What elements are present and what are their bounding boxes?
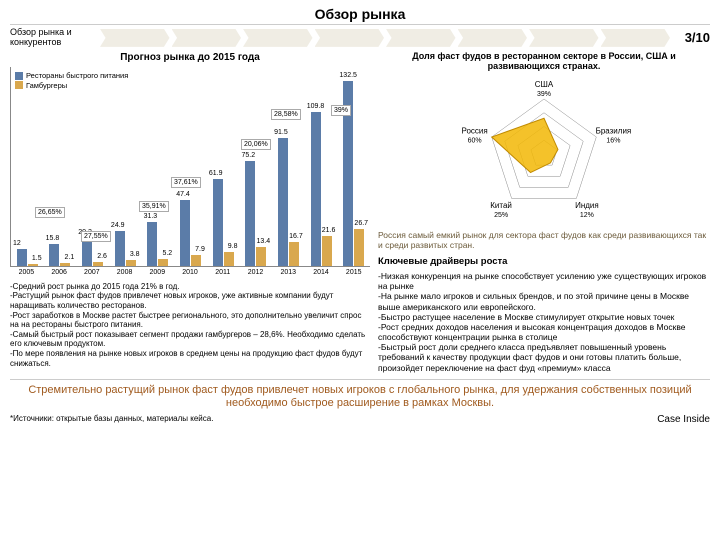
svg-text:12%: 12%	[580, 212, 594, 219]
conclusion: Стремительно растущий рынок фаст фудов п…	[10, 379, 710, 410]
drivers-list: -Низкая конкуренция на рынке способствуе…	[378, 271, 710, 373]
breadcrumb-chevrons	[100, 29, 670, 47]
radar-title: Доля фаст фудов в ресторанном секторе в …	[378, 52, 710, 72]
subtitle-row: Обзор рынка и конкурентов 3/10	[10, 28, 710, 48]
svg-text:60%: 60%	[468, 137, 482, 144]
page-number: 3/10	[670, 30, 710, 45]
page-title: Обзор рынка	[10, 6, 710, 25]
svg-text:Индия: Индия	[575, 201, 599, 210]
svg-text:25%: 25%	[494, 212, 508, 219]
footer-brand: Case Inside	[657, 414, 710, 425]
right-panel: Доля фаст фудов в ресторанном секторе в …	[378, 52, 710, 373]
subtitle: Обзор рынка и конкурентов	[10, 28, 100, 48]
footer-sources: *Источники: открытые базы данных, матери…	[10, 414, 213, 425]
svg-text:Китай: Китай	[490, 201, 512, 210]
svg-text:39%: 39%	[537, 91, 551, 98]
svg-text:Бразилия: Бразилия	[596, 126, 632, 135]
forecast-notes: -Средний рост рынка до 2015 года 21% в г…	[10, 282, 370, 368]
svg-text:16%: 16%	[606, 137, 620, 144]
emphasis-text: Россия самый емкий рынок для сектора фас…	[378, 230, 710, 250]
forecast-title: Прогноз рынка до 2015 года	[10, 52, 370, 63]
svg-text:Россия: Россия	[461, 126, 487, 135]
drivers-heading: Ключевые драйверы роста	[378, 256, 710, 267]
bar-chart: Рестораны быстрого питания Гамбургеры 12…	[10, 67, 370, 267]
left-panel: Прогноз рынка до 2015 года Рестораны быс…	[10, 52, 370, 373]
radar-chart: США 39% Бразилия 16% Индия 12% Китай 25% Россия 6…	[378, 74, 710, 226]
svg-text:США: США	[535, 80, 554, 89]
